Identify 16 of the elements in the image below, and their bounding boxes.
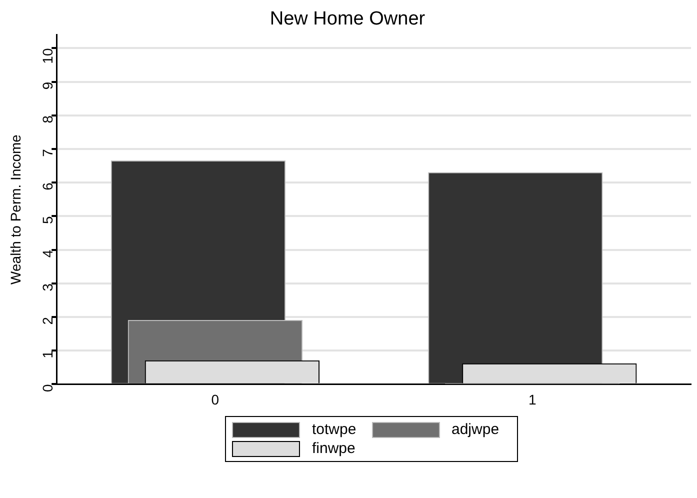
y-axis-title: Wealth to Perm. Income [7,134,24,284]
legend-label: totwpe [312,421,356,438]
y-tick-label: 10 [39,48,56,64]
y-tick-label: 8 [39,115,56,124]
y-tick-label: 7 [39,148,56,157]
y-tick-label: 4 [39,250,56,258]
y-tick-label: 9 [39,82,56,90]
chart-title: New Home Owner [270,8,426,30]
y-tick-label: 0 [39,384,56,392]
legend-label: finwpe [312,440,356,457]
y-tick-label: 1 [39,350,56,358]
y-tick-label: 5 [39,216,56,224]
y-tick-label: 6 [39,182,56,190]
legend-label: adjwpe [452,421,500,438]
y-tick-label: 2 [39,316,56,325]
y-tick-label: 3 [39,283,56,292]
